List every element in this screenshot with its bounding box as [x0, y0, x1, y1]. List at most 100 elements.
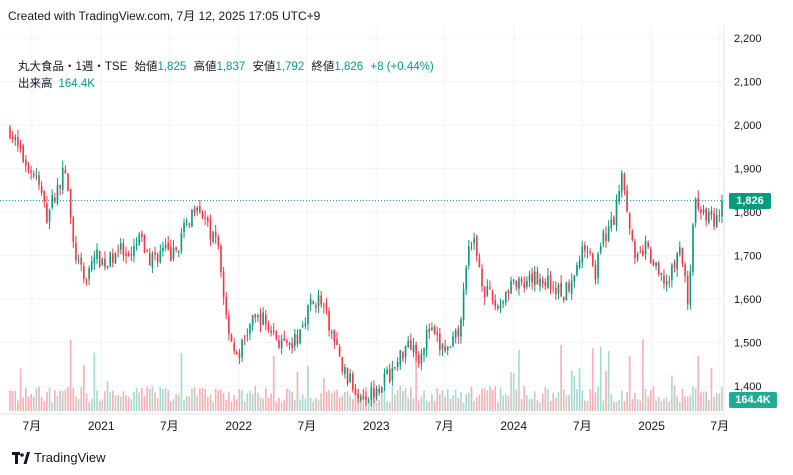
- volume-bar: [177, 394, 180, 411]
- volume-bar: [568, 395, 570, 411]
- candle-body: [584, 245, 586, 251]
- volume-bar: [433, 400, 436, 411]
- candle-body: [359, 396, 362, 400]
- volume-bar: [56, 396, 59, 411]
- volume-bar: [473, 400, 475, 411]
- candle-body: [104, 259, 106, 267]
- volume-bar: [235, 399, 238, 411]
- chart-frame[interactable]: 2,200 2,100 2,000 1,900 1,800 1,700 1,600 1,500…: [0, 25, 793, 443]
- candle-body: [164, 244, 167, 248]
- candle-body: [257, 315, 259, 317]
- volume-bar: [154, 392, 156, 411]
- candle-body: [631, 230, 634, 241]
- candle-body: [61, 168, 64, 190]
- candle-body: [154, 252, 156, 255]
- candle-body: [146, 250, 148, 252]
- volume-bar: [663, 398, 665, 411]
- candle-body: [568, 282, 570, 292]
- volume-bar: [106, 381, 109, 411]
- candle-body: [713, 213, 715, 227]
- volume-bar: [83, 365, 85, 411]
- volume-bar: [544, 386, 547, 411]
- volume-bar: [264, 388, 267, 411]
- volume-bar: [90, 398, 93, 411]
- candle-body: [367, 400, 370, 402]
- volume-bar: [336, 389, 338, 411]
- candle-body: [520, 278, 523, 282]
- volume-bar: [446, 388, 449, 411]
- candle-body: [502, 301, 504, 304]
- x-tick-label: 7月: [23, 419, 42, 433]
- volume-bar: [570, 370, 573, 411]
- candle-body: [222, 271, 225, 298]
- candle-body: [375, 388, 378, 397]
- candle-body: [27, 165, 30, 171]
- volume-bar: [657, 396, 660, 411]
- volume-bar: [499, 387, 502, 411]
- candle-body: [644, 240, 647, 255]
- candle-body: [478, 258, 481, 268]
- candle-body: [441, 344, 444, 350]
- candle-body: [702, 209, 705, 213]
- volume-bar: [93, 352, 96, 411]
- volume-bar: [67, 387, 69, 411]
- volume-bar: [431, 394, 433, 411]
- volume-bar: [481, 388, 483, 411]
- volume-bar: [439, 393, 441, 411]
- volume-bar: [109, 392, 112, 411]
- volume-bar: [689, 395, 692, 411]
- candle-body: [655, 262, 657, 267]
- candle-body: [510, 280, 512, 294]
- y-tick-label: 2,000: [734, 120, 762, 132]
- volume-bar: [520, 398, 523, 411]
- volume-bar: [141, 387, 143, 411]
- brand-footer[interactable]: TradingView: [12, 450, 106, 465]
- volume-bar: [51, 402, 54, 411]
- y-tick-label: 1,700: [734, 250, 762, 262]
- candle-body: [605, 233, 607, 242]
- volume-bar: [613, 401, 615, 411]
- volume-bar: [135, 387, 138, 411]
- volume-bar: [262, 398, 264, 411]
- volume-bar: [64, 389, 67, 411]
- y-tick-label: 1,800: [734, 207, 762, 219]
- volume-bar: [38, 386, 40, 411]
- volume-bar: [180, 353, 183, 411]
- x-tick-label: 7月: [710, 419, 729, 433]
- candle-body: [291, 343, 293, 349]
- candle-body: [660, 272, 663, 275]
- candle-body: [117, 250, 119, 252]
- volume-bar: [48, 387, 51, 411]
- close-value: 1,826: [334, 61, 364, 73]
- candle-body: [38, 175, 40, 185]
- candle-body: [412, 344, 415, 353]
- candle-body: [475, 235, 478, 256]
- candle-body: [518, 278, 520, 289]
- volume-bar: [320, 393, 322, 411]
- volume-bar: [457, 398, 460, 411]
- volume-bar: [225, 399, 228, 411]
- volume-bar: [415, 344, 417, 411]
- volume-bar: [399, 386, 402, 411]
- candle-body: [270, 330, 272, 333]
- candle-body: [657, 262, 660, 275]
- volume-bar: [470, 386, 473, 411]
- candle-body: [138, 234, 141, 245]
- candle-body: [560, 282, 562, 296]
- candlestick-chart[interactable]: 2,200 2,100 2,000 1,900 1,800 1,700 1,600 1,500…: [0, 25, 793, 443]
- volume-bar: [491, 390, 494, 411]
- candle-body: [51, 195, 54, 208]
- candle-body: [225, 297, 228, 315]
- volume-bar: [497, 402, 499, 411]
- candle-body: [578, 260, 581, 268]
- volume-bar: [628, 355, 631, 411]
- volume-bar: [214, 388, 217, 411]
- volume-bar: [228, 391, 230, 411]
- volume-bar: [43, 401, 46, 411]
- volume-bar: [671, 375, 673, 411]
- volume-bar: [349, 395, 351, 411]
- volume-bar: [597, 386, 599, 411]
- volume-bar: [465, 394, 468, 411]
- volume-bar: [533, 391, 536, 411]
- candle-body: [718, 215, 721, 217]
